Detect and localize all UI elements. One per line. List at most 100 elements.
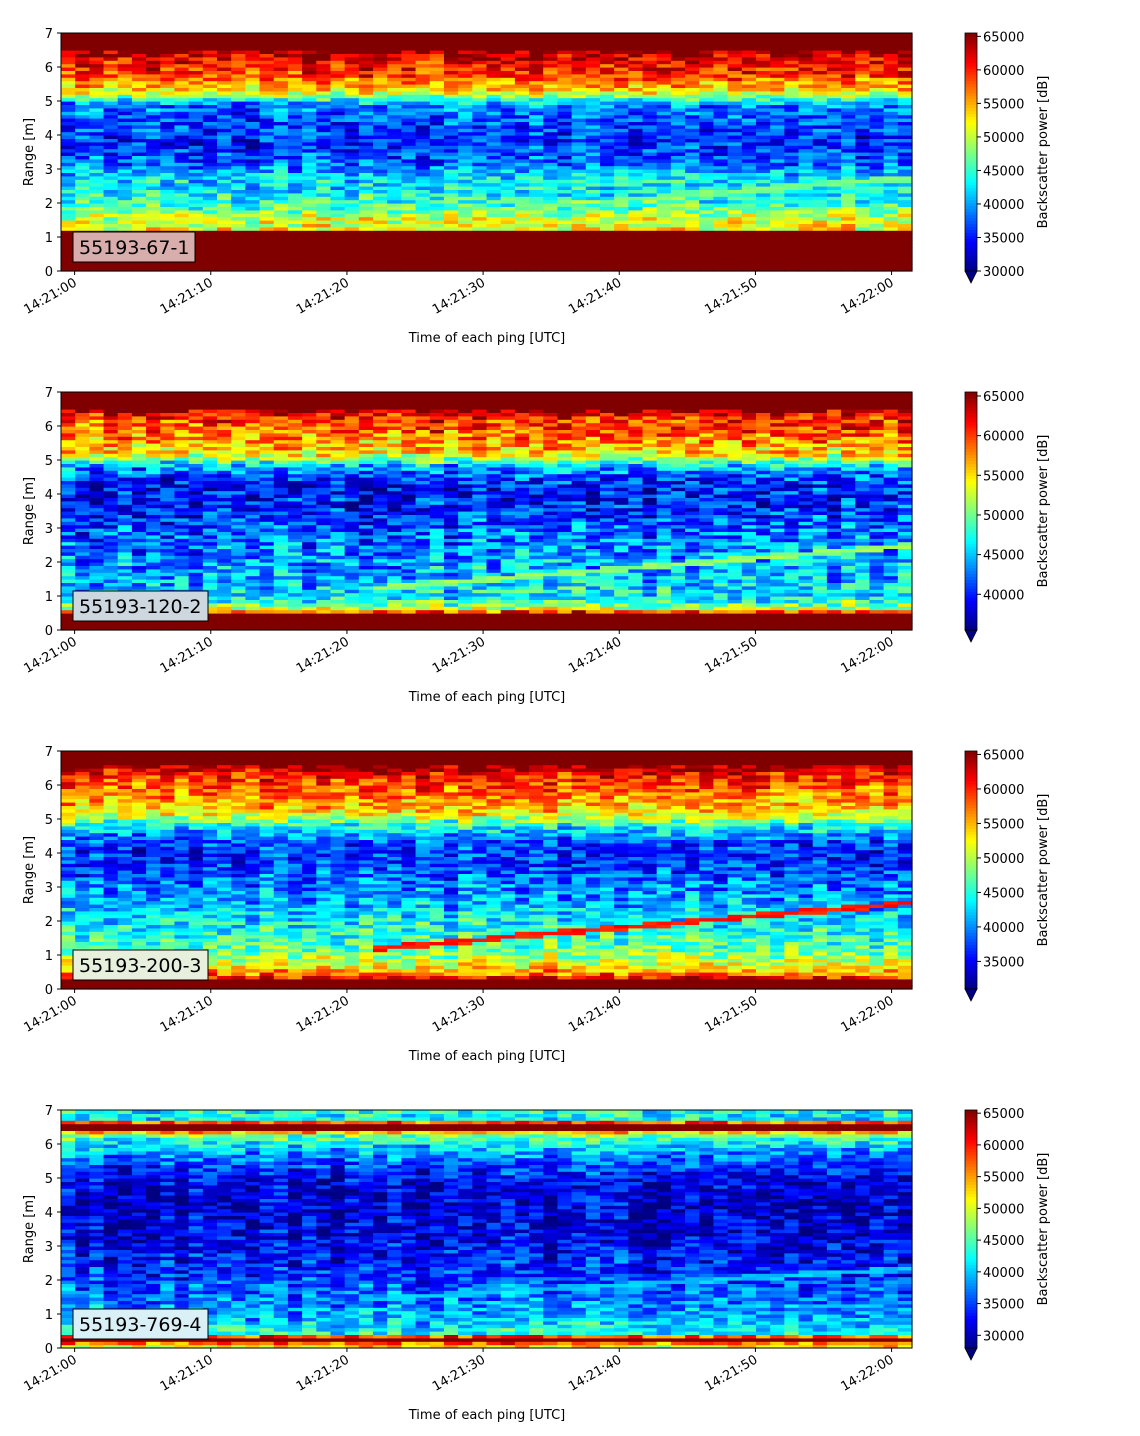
heatmap-cell [358, 114, 374, 119]
heatmap-cell [727, 60, 743, 65]
heatmap-cell [245, 97, 261, 102]
heatmap-cell [160, 541, 176, 546]
heatmap-cell [146, 582, 161, 587]
heatmap-cell [741, 63, 757, 68]
heatmap-cell [89, 392, 105, 396]
heatmap-cell [103, 169, 119, 173]
heatmap-cell [373, 206, 388, 211]
heatmap-cell [614, 257, 629, 262]
heatmap-cell [628, 230, 644, 235]
heatmap-cell [685, 250, 700, 255]
colorbar-segment [965, 154, 977, 159]
heatmap-cell [543, 101, 559, 105]
heatmap-cell [117, 138, 133, 143]
heatmap-cell [146, 548, 161, 553]
heatmap-cell [529, 87, 544, 92]
heatmap-cell [529, 206, 544, 211]
heatmap-cell [443, 213, 459, 218]
heatmap-cell [897, 36, 913, 41]
heatmap-cell [812, 162, 828, 167]
heatmap-cell [103, 466, 119, 471]
heatmap-cell [656, 84, 672, 88]
heatmap-cell [713, 80, 729, 85]
heatmap-cell [373, 94, 388, 99]
heatmap-cell [89, 487, 105, 492]
heatmap-cell [89, 568, 105, 573]
heatmap-cell [160, 453, 176, 458]
heatmap-cell [514, 39, 530, 44]
heatmap-cell [670, 121, 686, 126]
heatmap-cell [826, 257, 842, 262]
heatmap-cell [486, 67, 502, 71]
heatmap-cell [387, 226, 402, 231]
heatmap-cell [89, 80, 105, 85]
heatmap-cell [415, 216, 431, 221]
heatmap-cell [670, 172, 686, 177]
heatmap-cell [585, 223, 601, 228]
heatmap-cell [869, 254, 885, 258]
heatmap-cell [826, 77, 842, 82]
heatmap-cell [429, 50, 445, 54]
heatmap-cell [826, 36, 842, 41]
heatmap-cell [443, 179, 459, 184]
heatmap-cell [685, 118, 700, 122]
heatmap-cell [543, 141, 559, 146]
heatmap-cell [614, 50, 629, 54]
heatmap-cell [387, 135, 402, 139]
heatmap-cell [273, 254, 289, 258]
heatmap-cell [273, 67, 289, 71]
heatmap-cell [826, 50, 842, 54]
heatmap-cell [798, 230, 814, 235]
heatmap-cell [755, 158, 771, 163]
heatmap-cell [429, 155, 445, 160]
heatmap-cell [344, 33, 360, 37]
heatmap-cell [131, 415, 147, 420]
heatmap-cell [514, 175, 530, 180]
heatmap-cell [160, 487, 176, 492]
heatmap-cell [841, 226, 856, 231]
heatmap-cell [500, 254, 516, 258]
heatmap-cell [287, 121, 303, 126]
heatmap-cell [401, 36, 417, 41]
heatmap-cell [557, 169, 573, 173]
heatmap-cell [217, 114, 232, 119]
heatmap-cell [529, 121, 544, 126]
heatmap-cell [514, 50, 530, 54]
heatmap-cell [713, 152, 729, 156]
heatmap-cell [883, 94, 899, 99]
heatmap-cell [812, 63, 828, 68]
heatmap-cell [415, 162, 431, 167]
heatmap-cell [699, 158, 715, 163]
heatmap-cell [75, 104, 90, 109]
heatmap-cell [273, 257, 289, 262]
heatmap-cell [131, 511, 147, 515]
heatmap-cell [614, 213, 629, 218]
heatmap-cell [571, 46, 587, 51]
heatmap-cell [472, 189, 488, 194]
heatmap-cell [500, 165, 516, 170]
heatmap-cell [798, 67, 814, 71]
heatmap-cell [89, 101, 105, 105]
heatmap-cell [358, 203, 374, 207]
heatmap-cell [727, 240, 743, 245]
heatmap-cell [855, 131, 871, 136]
heatmap-cell [202, 186, 218, 190]
heatmap-cell [174, 456, 190, 461]
heatmap-cell [869, 260, 885, 265]
heatmap-cell [458, 240, 473, 245]
heatmap-cell [500, 77, 516, 82]
heatmap-cell [415, 199, 431, 204]
heatmap-cell [415, 56, 431, 61]
heatmap-cell [61, 203, 76, 207]
heatmap-cell [883, 267, 899, 272]
heatmap-cell [869, 196, 885, 201]
heatmap-cell [174, 114, 190, 119]
heatmap-cell [543, 131, 559, 136]
heatmap-cell [259, 107, 275, 112]
heatmap-cell [131, 135, 147, 139]
heatmap-cell [415, 101, 431, 105]
heatmap-cell [330, 107, 346, 112]
heatmap-cell [656, 179, 672, 184]
heatmap-cell [131, 87, 147, 92]
heatmap-cell [472, 264, 488, 269]
